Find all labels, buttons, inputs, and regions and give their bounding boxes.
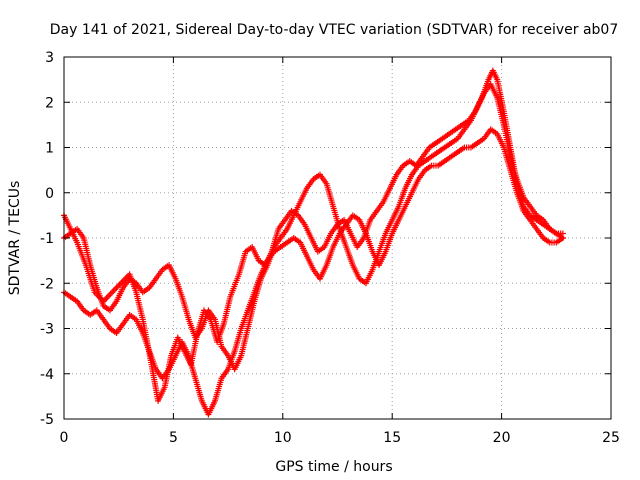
x-tick-label: 10 — [274, 430, 292, 446]
y-tick-label: 2 — [45, 95, 54, 111]
y-tick-label: -4 — [40, 367, 54, 383]
y-tick-label: 3 — [45, 50, 54, 66]
y-axis-title: SDTVAR / TECUs — [7, 181, 23, 296]
y-tick-label: -2 — [40, 276, 54, 292]
x-axis-title: GPS time / hours — [275, 459, 392, 475]
y-tick-label: -5 — [40, 412, 54, 428]
x-tick-label: 0 — [60, 430, 69, 446]
chart-title: Day 141 of 2021, Sidereal Day-to-day VTE… — [50, 22, 619, 38]
data-point — [559, 235, 566, 241]
series-track-a — [61, 67, 566, 404]
axis-ticks — [63, 56, 612, 420]
tick-labels: 0 5 10 15 20 25 -5 -4 -3 -2 -1 0 1 2 3 — [40, 50, 620, 446]
y-tick-label: 0 — [45, 186, 54, 202]
series-track-c — [61, 126, 566, 418]
y-tick-label: -1 — [40, 231, 54, 247]
x-tick-label: 25 — [602, 430, 620, 446]
x-tick-label: 5 — [169, 430, 178, 446]
x-tick-label: 15 — [383, 430, 401, 446]
y-tick-label: 1 — [45, 141, 54, 157]
x-tick-label: 20 — [493, 430, 511, 446]
data-marks — [61, 67, 566, 418]
y-tick-label: -3 — [40, 322, 54, 338]
